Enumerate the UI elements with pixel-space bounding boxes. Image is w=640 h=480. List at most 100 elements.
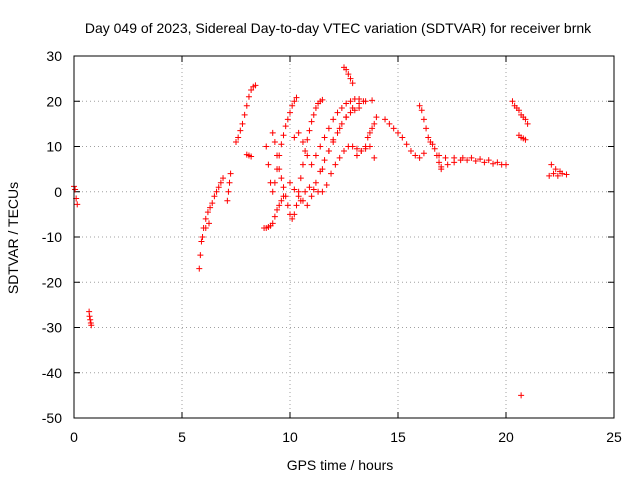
data-point: [72, 186, 79, 193]
data-point: [336, 154, 343, 161]
data-point: [330, 136, 337, 143]
data-point: [429, 141, 436, 148]
x-tick-label: 5: [178, 429, 186, 445]
data-point: [276, 202, 283, 209]
data-point: [353, 152, 360, 159]
data-point: [297, 175, 304, 182]
data-point: [278, 141, 285, 148]
data-point: [371, 120, 378, 127]
data-point: [308, 118, 315, 125]
data-point: [349, 105, 356, 112]
data-point: [518, 392, 525, 399]
data-point: [444, 161, 451, 168]
data-point: [371, 154, 378, 161]
data-point: [282, 123, 289, 130]
data-point: [220, 175, 227, 182]
data-point: [546, 172, 553, 179]
data-point: [548, 161, 555, 168]
data-point: [418, 107, 425, 114]
data-point: [293, 202, 300, 209]
data-point: [202, 224, 209, 231]
data-point: [284, 116, 291, 123]
data-point: [490, 160, 497, 167]
data-point: [332, 161, 339, 168]
data-point: [241, 111, 248, 118]
data-point: [436, 159, 443, 166]
y-tick-labels: -50 -40 -30 -20 -10 0 10 20 30: [42, 48, 62, 426]
data-point: [552, 166, 559, 173]
data-point: [306, 127, 313, 134]
data-point: [336, 125, 343, 132]
data-point: [550, 170, 557, 177]
y-axis-title: SDTVAR / TECUs: [5, 182, 21, 294]
data-point: [227, 170, 234, 177]
x-tick-label: 20: [498, 429, 514, 445]
data-point: [557, 168, 563, 175]
data-point: [263, 143, 270, 150]
y-tick-label: -10: [42, 229, 62, 245]
data-point: [295, 193, 302, 200]
data-point: [522, 136, 529, 143]
data-point: [330, 116, 337, 123]
data-point: [416, 102, 423, 109]
data-point: [390, 125, 397, 132]
data-point: [485, 157, 492, 164]
data-point: [366, 129, 373, 136]
data-point: [451, 159, 458, 166]
data-point: [317, 143, 324, 150]
data-point: [276, 166, 283, 173]
data-point: [334, 109, 341, 116]
data-point: [356, 100, 363, 107]
data-point: [420, 116, 427, 123]
data-point: [284, 202, 291, 209]
data-point: [226, 179, 233, 186]
data-point: [362, 143, 369, 150]
data-point: [274, 152, 281, 159]
data-point: [431, 145, 438, 152]
data-point: [302, 148, 309, 155]
data-point: [310, 186, 317, 193]
data-point: [196, 265, 203, 272]
data-point: [304, 136, 311, 143]
data-point: [269, 220, 276, 227]
data-point: [477, 156, 484, 163]
data-point: [248, 153, 255, 160]
data-point: [248, 86, 255, 93]
y-tick-label: 0: [54, 184, 62, 200]
data-point: [515, 107, 522, 114]
data-point: [312, 152, 319, 159]
data-point: [328, 170, 335, 177]
data-point: [308, 161, 315, 168]
data-point: [358, 148, 365, 155]
data-point: [269, 188, 276, 195]
x-tick-label: 25: [606, 429, 622, 445]
data-point: [291, 211, 298, 218]
data-point: [289, 102, 296, 109]
data-point: [407, 148, 414, 155]
data-point: [271, 179, 278, 186]
data-point: [319, 166, 326, 173]
data-point: [338, 105, 345, 112]
data-point: [395, 129, 401, 136]
chart-title: Day 049 of 2023, Sidereal Day-to-day VTE…: [85, 20, 592, 36]
x-tick-label: 0: [70, 429, 78, 445]
data-point: [293, 94, 300, 101]
data-point: [343, 114, 350, 121]
data-point: [287, 179, 293, 186]
data-point: [295, 129, 302, 136]
data-point: [345, 71, 352, 78]
data-point: [235, 134, 242, 141]
data-point: [239, 120, 246, 127]
data-point: [438, 163, 445, 170]
data-point: [271, 213, 278, 220]
y-tick-label: 30: [46, 48, 62, 64]
data-point: [347, 109, 354, 116]
data-point: [215, 184, 222, 191]
data-point: [304, 152, 311, 159]
data-point: [420, 150, 427, 157]
data-point: [197, 252, 204, 259]
data-point: [225, 188, 232, 195]
data-point: [310, 111, 317, 118]
data-point: [308, 193, 315, 200]
data-point: [325, 125, 332, 132]
